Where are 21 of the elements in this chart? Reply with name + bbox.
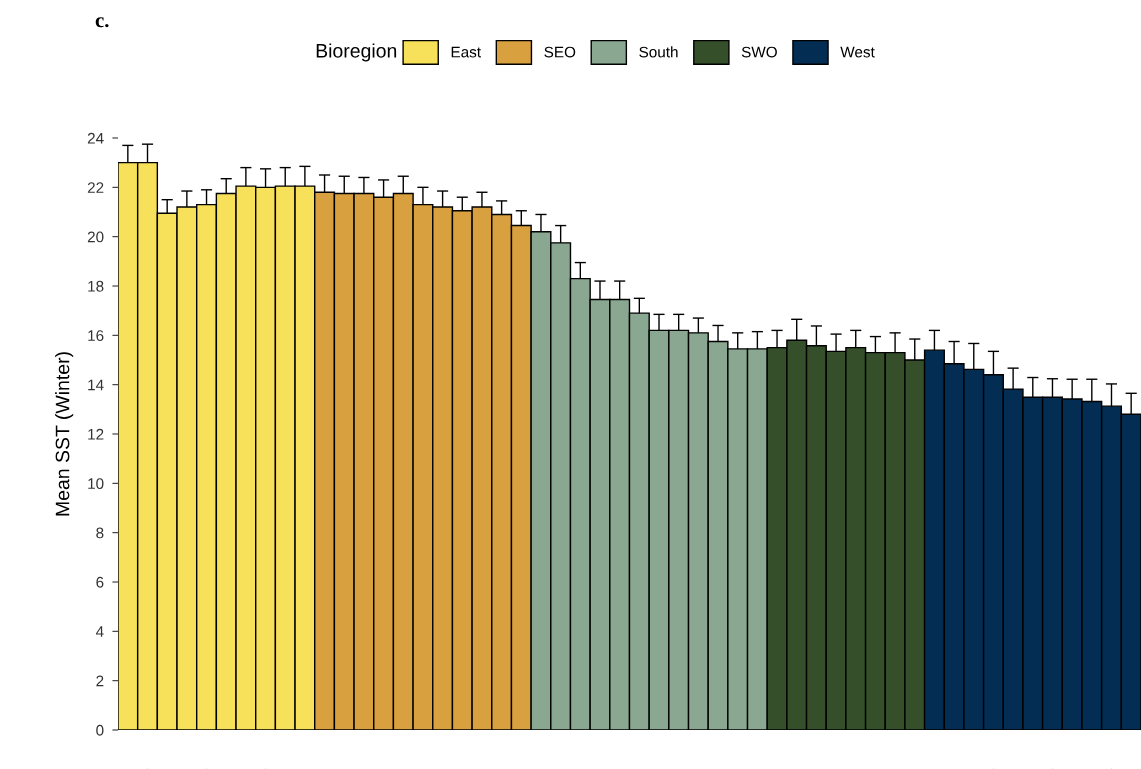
y-axis-title: Mean SST (Winter) (55, 352, 74, 516)
y-tick-label: 14 (88, 379, 104, 391)
y-tick-label: 2 (96, 675, 104, 687)
chart-title: c. (95, 17, 109, 28)
y-tick-label: 8 (96, 527, 104, 539)
y-tick-label: 18 (88, 280, 104, 292)
text: East (451, 46, 481, 58)
y-tick-label: 16 (88, 330, 104, 342)
legend-title: Bioregion (316, 43, 397, 62)
y-tick-label: 0 (96, 724, 104, 736)
y-tick-label: 6 (96, 576, 104, 588)
y-tick-label: 10 (88, 478, 104, 490)
y-tick-label: 20 (87, 231, 104, 243)
y-tick-label: 22 (87, 182, 104, 193)
y-tick-label: 24 (87, 132, 104, 144)
y-tick-label: 4 (95, 626, 104, 637)
text: West (840, 46, 875, 58)
text: SWO (741, 46, 777, 58)
text: SEO (544, 46, 576, 58)
y-tick-label: 12 (88, 428, 104, 440)
text: South (639, 46, 678, 58)
